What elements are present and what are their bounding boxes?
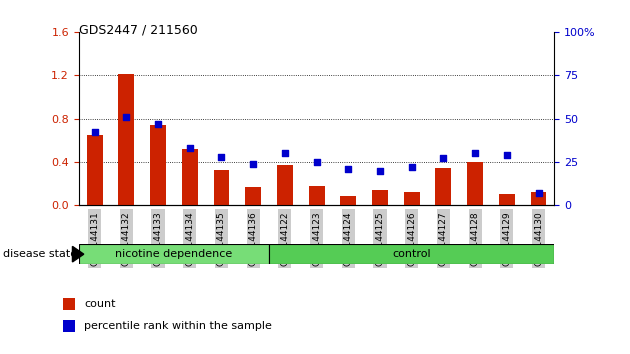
Point — [121, 114, 131, 120]
Bar — [530, 192, 546, 205]
Point — [343, 166, 353, 172]
Point — [534, 190, 544, 196]
Point — [311, 159, 321, 165]
Bar — [79, 244, 269, 264]
Bar — [118, 74, 134, 205]
Point — [501, 152, 512, 158]
Bar — [277, 165, 293, 205]
Point — [470, 150, 480, 156]
Bar — [372, 190, 388, 205]
Bar — [269, 244, 554, 264]
Point — [153, 121, 163, 127]
Text: percentile rank within the sample: percentile rank within the sample — [84, 321, 272, 331]
Bar — [309, 186, 324, 205]
Bar — [63, 298, 75, 310]
Text: nicotine dependence: nicotine dependence — [115, 249, 232, 259]
Text: count: count — [84, 299, 116, 309]
Text: GDS2447 / 211560: GDS2447 / 211560 — [79, 23, 197, 36]
Point — [248, 161, 258, 166]
Point — [407, 164, 417, 170]
Bar — [340, 195, 356, 205]
Point — [89, 130, 100, 135]
Point — [438, 156, 449, 161]
Point — [280, 150, 290, 156]
Bar — [63, 320, 75, 332]
Bar — [245, 187, 261, 205]
Bar — [404, 192, 420, 205]
Bar — [182, 149, 198, 205]
Text: control: control — [392, 249, 431, 259]
Bar — [87, 135, 103, 205]
Point — [185, 145, 195, 151]
Bar — [150, 125, 166, 205]
Bar — [467, 162, 483, 205]
Point — [375, 168, 385, 173]
Bar — [214, 170, 229, 205]
Text: disease state: disease state — [3, 249, 77, 259]
Bar — [435, 169, 451, 205]
Bar — [499, 194, 515, 205]
Polygon shape — [72, 246, 84, 262]
Point — [217, 154, 227, 160]
